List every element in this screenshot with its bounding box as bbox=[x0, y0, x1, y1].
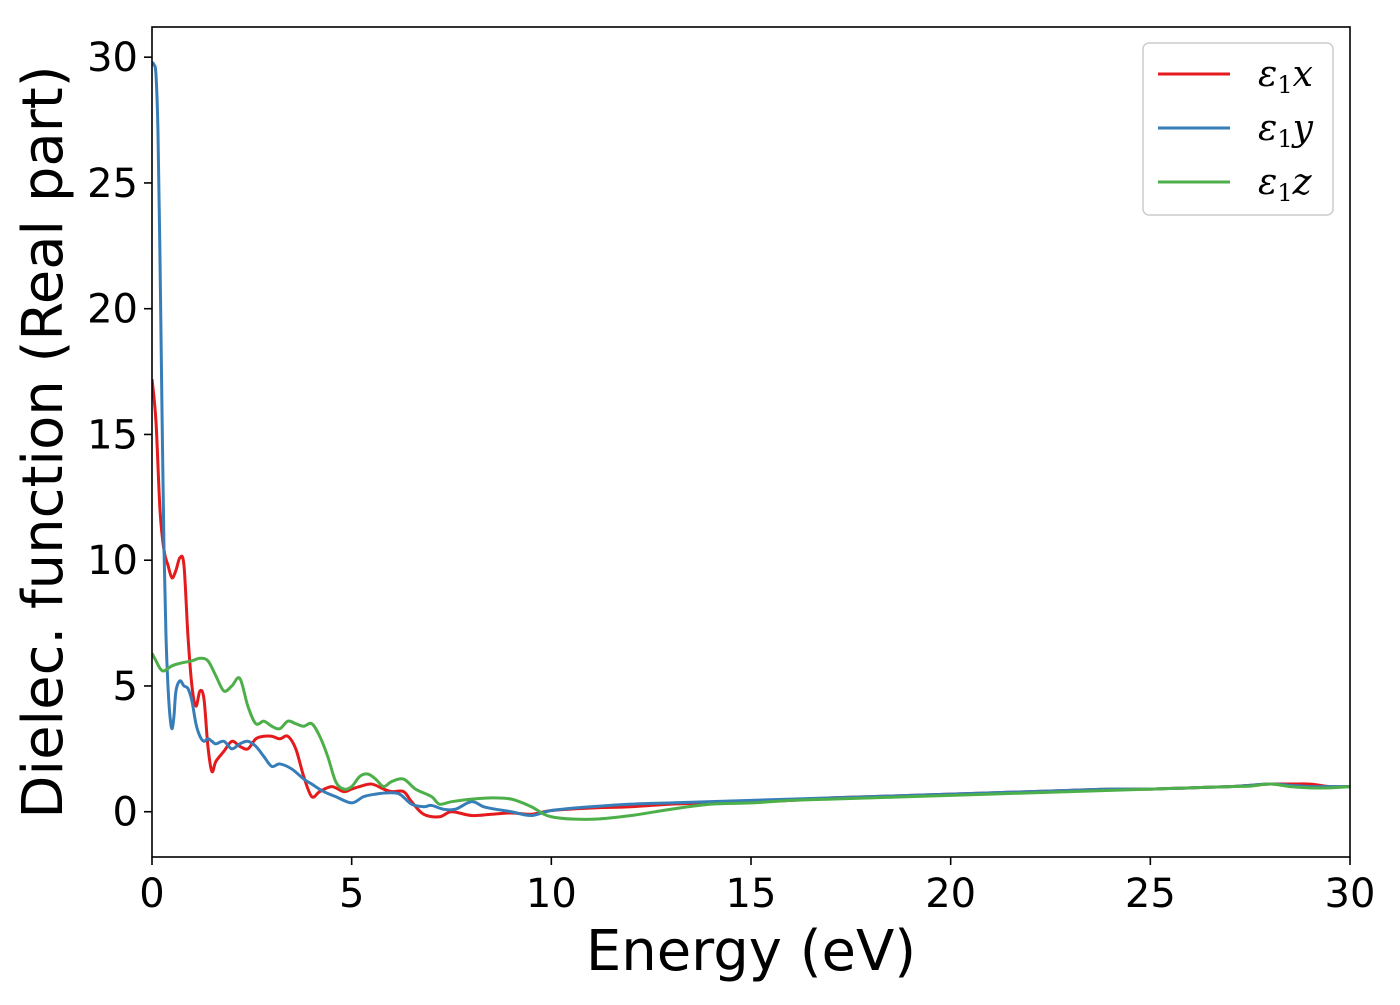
y-tick-label: 25 bbox=[87, 161, 138, 207]
legend-label-x: ε1x bbox=[1258, 54, 1313, 99]
legend-label-base: ε bbox=[1258, 108, 1277, 149]
x-tick-label: 25 bbox=[1125, 871, 1176, 917]
y-tick-label: 5 bbox=[113, 664, 138, 710]
legend-label-subscript: 1 bbox=[1277, 179, 1292, 207]
legend-label-y: ε1y bbox=[1258, 108, 1314, 153]
legend-label-variable: z bbox=[1292, 162, 1313, 203]
x-axis-label: Energy (eV) bbox=[586, 919, 916, 984]
x-tick-label: 20 bbox=[925, 871, 976, 917]
x-tick-label: 30 bbox=[1325, 871, 1376, 917]
legend-label-base: ε bbox=[1258, 54, 1277, 95]
y-axis: 0 5 10 15 20 25 30 bbox=[87, 35, 152, 836]
series-line-z bbox=[152, 652, 1350, 821]
y-tick-label: 30 bbox=[87, 35, 138, 81]
legend-label-subscript: 1 bbox=[1277, 71, 1292, 99]
legend-label-z: ε1z bbox=[1258, 162, 1313, 207]
y-tick-label: 10 bbox=[87, 538, 138, 584]
x-axis: 0 5 10 15 20 25 30 bbox=[139, 857, 1375, 917]
legend-label-variable: y bbox=[1291, 108, 1314, 149]
y-tick-label: 20 bbox=[87, 287, 138, 333]
x-tick-label: 0 bbox=[139, 871, 164, 917]
x-tick-label: 5 bbox=[339, 871, 364, 917]
legend-label-base: ε bbox=[1258, 162, 1277, 203]
series-layer bbox=[152, 61, 1350, 821]
y-axis-label: Dielec. function (Real part) bbox=[11, 65, 76, 818]
y-tick-label: 15 bbox=[87, 412, 138, 458]
y-tick-label: 0 bbox=[113, 790, 138, 836]
x-tick-label: 10 bbox=[526, 871, 577, 917]
legend-label-variable: x bbox=[1293, 54, 1313, 95]
legend-label-subscript: 1 bbox=[1277, 125, 1292, 153]
x-tick-label: 15 bbox=[726, 871, 777, 917]
legend-frame bbox=[1142, 42, 1334, 216]
